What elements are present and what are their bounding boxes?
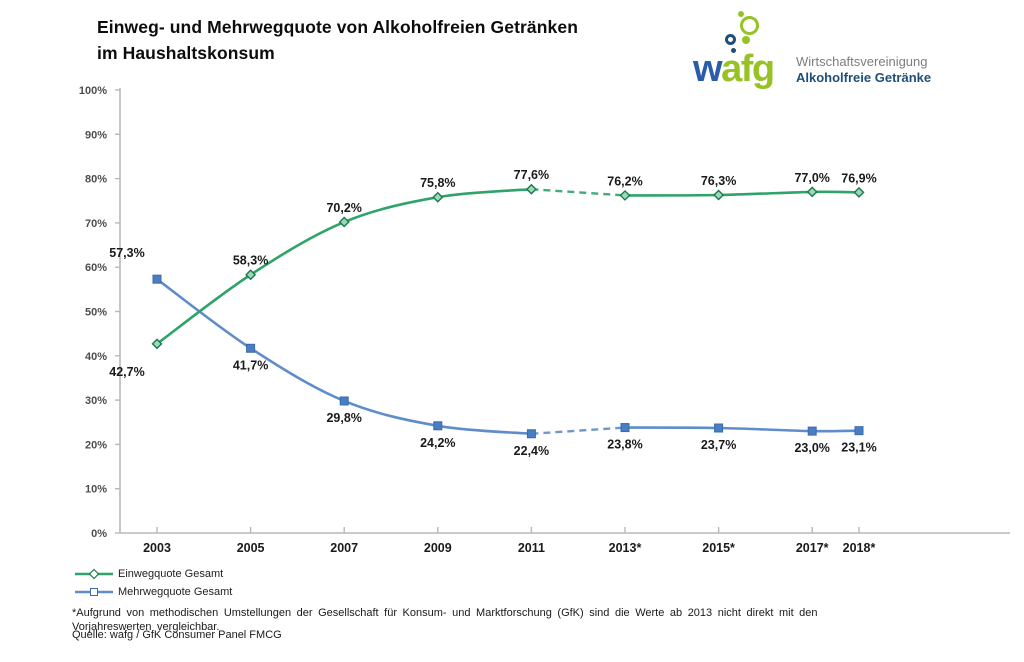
svg-text:2009: 2009 xyxy=(424,541,452,555)
wafg-logo: wafg Wirtschaftsvereinigung Alkoholfreie… xyxy=(693,8,1018,92)
svg-text:80%: 80% xyxy=(85,174,107,186)
svg-text:76,2%: 76,2% xyxy=(607,174,642,188)
svg-text:76,3%: 76,3% xyxy=(701,174,736,188)
bubbles-icon xyxy=(693,8,773,58)
svg-text:2007: 2007 xyxy=(330,541,358,555)
svg-text:76,9%: 76,9% xyxy=(841,171,876,185)
svg-text:2011: 2011 xyxy=(518,541,545,555)
svg-text:23,7%: 23,7% xyxy=(701,438,736,452)
svg-text:70,2%: 70,2% xyxy=(326,201,361,215)
org-line2: Alkoholfreie Getränke xyxy=(796,69,932,85)
footnote-source: Quelle: wafg / GfK Consumer Panel FMCG xyxy=(72,629,282,641)
org-line1: Wirtschaftsvereinigung xyxy=(796,54,928,69)
legend-item-einwegquote: Einwegquote Gesamt xyxy=(74,565,232,583)
svg-text:70%: 70% xyxy=(85,218,107,230)
svg-text:23,0%: 23,0% xyxy=(794,441,829,455)
svg-text:2013*: 2013* xyxy=(609,541,642,555)
svg-text:24,2%: 24,2% xyxy=(420,436,455,450)
legend-label-mehrwegquote: Mehrwegquote Gesamt xyxy=(118,586,233,598)
svg-text:23,8%: 23,8% xyxy=(607,438,642,452)
svg-text:100%: 100% xyxy=(79,85,107,97)
org-name: Wirtschaftsvereinigung Alkoholfreie Getr… xyxy=(796,54,931,85)
legend-item-mehrwegquote: Mehrwegquote Gesamt xyxy=(74,583,232,601)
svg-text:2003: 2003 xyxy=(143,541,171,555)
svg-text:2015*: 2015* xyxy=(702,541,735,555)
wordmark-w: w xyxy=(693,48,723,90)
chart-legend: Einwegquote Gesamt Mehrwegquote Gesamt xyxy=(74,565,232,601)
svg-text:40%: 40% xyxy=(85,351,107,363)
chart-title-line2: im Haushaltskonsum xyxy=(97,43,275,63)
wafg-wordmark: wafg xyxy=(693,48,775,90)
mehrwegquote-line-icon xyxy=(75,588,113,596)
svg-text:41,7%: 41,7% xyxy=(233,358,268,372)
svg-text:75,8%: 75,8% xyxy=(420,176,455,190)
svg-text:42,7%: 42,7% xyxy=(109,365,144,379)
svg-text:90%: 90% xyxy=(85,129,107,141)
svg-text:0%: 0% xyxy=(91,528,107,540)
svg-text:2005: 2005 xyxy=(237,541,265,555)
legend-label-einwegquote: Einwegquote Gesamt xyxy=(118,568,224,580)
footnote-methodology: *Aufgrund von methodischen Umstellungen … xyxy=(72,607,818,633)
chart-title-line1: Einweg- und Mehrwegquote von Alkoholfrei… xyxy=(97,17,578,37)
wordmark-afg: afg xyxy=(721,48,775,90)
svg-text:2017*: 2017* xyxy=(796,541,829,555)
svg-text:77,0%: 77,0% xyxy=(794,171,829,185)
svg-text:2018*: 2018* xyxy=(843,541,876,555)
svg-text:10%: 10% xyxy=(85,484,107,496)
svg-text:30%: 30% xyxy=(85,395,107,407)
chart-title: Einweg- und Mehrwegquote von Alkoholfrei… xyxy=(97,14,578,66)
svg-text:50%: 50% xyxy=(85,307,107,319)
svg-text:20%: 20% xyxy=(85,439,107,451)
einwegquote-line-icon xyxy=(75,568,113,580)
svg-text:77,6%: 77,6% xyxy=(514,168,549,182)
svg-text:57,3%: 57,3% xyxy=(109,246,144,260)
svg-text:23,1%: 23,1% xyxy=(841,441,876,455)
svg-text:58,3%: 58,3% xyxy=(233,254,268,268)
svg-text:22,4%: 22,4% xyxy=(514,444,549,458)
svg-text:60%: 60% xyxy=(85,262,107,274)
svg-text:29,8%: 29,8% xyxy=(326,411,361,425)
